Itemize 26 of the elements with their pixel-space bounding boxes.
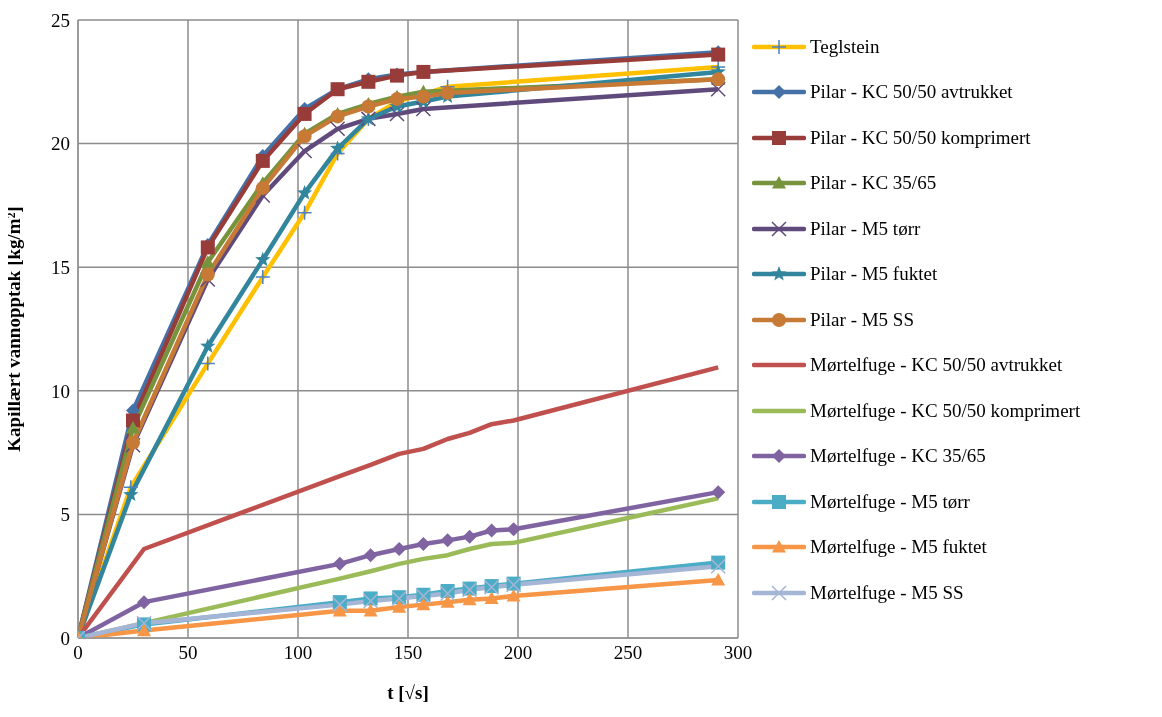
x-axis-title: t [√s] <box>387 682 429 704</box>
x-tick-label: 200 <box>503 642 533 664</box>
legend-label: Pilar - M5 fuktet <box>810 263 938 286</box>
legend-label: Pilar - M5 tørr <box>810 217 921 240</box>
legend-label: Pilar - KC 50/50 avtrukket <box>810 81 1013 104</box>
legend-label: Mørtelfuge - KC 35/65 <box>810 445 986 468</box>
y-tick-label: 0 <box>60 627 70 649</box>
legend-label: Mørtelfuge - M5 tørr <box>810 490 970 513</box>
legend-label: Mørtelfuge - KC 50/50 komprimert <box>810 399 1081 422</box>
y-tick-label: 20 <box>51 133 70 155</box>
y-tick-label: 5 <box>60 504 70 526</box>
legend-label: Pilar - KC 50/50 komprimert <box>810 126 1031 149</box>
legend-label: Mørtelfuge - KC 50/50 avtrukket <box>810 354 1063 377</box>
x-tick-label: 100 <box>283 642 313 664</box>
x-tick-label: 50 <box>178 642 198 664</box>
legend-label: Pilar - M5 SS <box>810 308 914 331</box>
y-tick-label: 10 <box>51 380 70 402</box>
x-tick-label: 300 <box>723 642 753 664</box>
x-tick-label: 250 <box>613 642 643 664</box>
legend-label: Teglstein <box>810 35 880 58</box>
y-tick-label: 15 <box>51 256 70 278</box>
x-tick-label: 150 <box>393 642 423 664</box>
y-tick-label: 25 <box>51 9 70 31</box>
legend-label: Mørtelfuge - M5 SS <box>810 581 964 604</box>
legend-label: Pilar - KC 35/65 <box>810 172 937 195</box>
legend-label: Mørtelfuge - M5 fuktet <box>810 536 987 559</box>
